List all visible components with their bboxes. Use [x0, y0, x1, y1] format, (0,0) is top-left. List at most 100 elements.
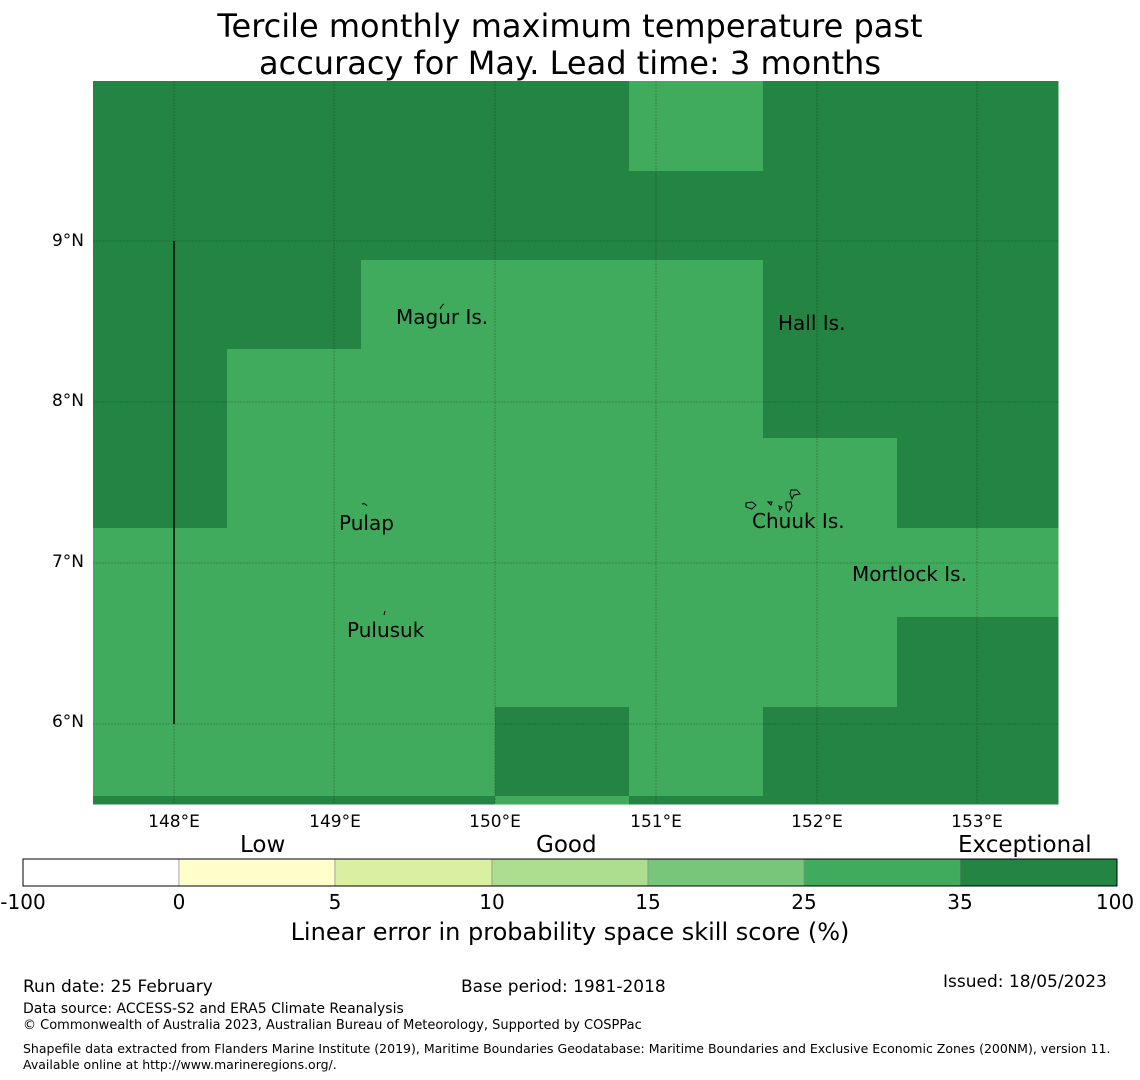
grid-cell — [763, 796, 898, 805]
chuuk-island-outline — [745, 489, 801, 513]
colorbar-boxes — [22, 858, 1118, 887]
place-label-pulap: Pulap — [339, 511, 394, 535]
title-line-1: Tercile monthly maximum temperature past — [217, 7, 923, 45]
grid-cell — [361, 260, 496, 350]
grid-cell — [897, 438, 1059, 529]
grid-cell — [495, 707, 630, 797]
colorbar-box — [178, 858, 336, 887]
colorbar-label: Linear error in probability space skill … — [290, 918, 850, 946]
grid-cell — [495, 81, 630, 172]
grid-cell — [897, 617, 1059, 708]
grid-cell — [629, 528, 764, 618]
grid-cell — [763, 349, 898, 439]
grid-cell — [897, 260, 1059, 350]
grid-cell — [227, 438, 362, 529]
grid-cell — [763, 81, 898, 172]
map-title: Tercile monthly maximum temperature past… — [0, 8, 1140, 82]
island-outlines — [361, 303, 801, 616]
grid-cell — [361, 81, 496, 172]
lat-tick-9n: 9°N — [51, 231, 84, 251]
grid-cell — [763, 171, 898, 261]
grid-cell — [93, 796, 228, 805]
grid-cell — [897, 171, 1059, 261]
lon-tick-151e: 151°E — [630, 812, 682, 832]
place-label-chuuk: Chuuk Is. — [752, 509, 845, 533]
place-label-pulusuk: Pulusuk — [347, 618, 425, 642]
grid-cells — [93, 81, 1059, 805]
colorbar-box — [491, 858, 649, 887]
colorbar-tick: 5 — [328, 890, 342, 914]
grid-cell — [763, 528, 898, 618]
grid-cell — [361, 528, 496, 618]
grid-cell — [629, 349, 764, 439]
grid-cell — [93, 171, 228, 261]
place-label-mortlock: Mortlock Is. — [852, 562, 967, 586]
colorbar-tick: 35 — [947, 890, 973, 914]
grid-cell — [897, 349, 1059, 439]
grid-cell — [227, 528, 362, 618]
grid-cell — [629, 617, 764, 708]
issued-date: Issued: 18/05/2023 — [943, 972, 1107, 992]
colorbar-frame — [22, 858, 1118, 887]
pulap-island-outline — [361, 503, 368, 507]
grid-cell — [629, 81, 764, 172]
lon-tick-152e: 152°E — [791, 812, 843, 832]
colorbar-tick: 0 — [172, 890, 186, 914]
grid-cell — [93, 707, 228, 797]
grid-cell — [227, 796, 362, 805]
lat-tick-7n: 7°N — [51, 552, 84, 572]
colorbar-tick: 100 — [1095, 890, 1135, 914]
lon-tick-149e: 149°E — [309, 812, 361, 832]
colorbar-tick: 15 — [635, 890, 661, 914]
grid-cell — [763, 617, 898, 708]
grid-cell — [495, 438, 630, 529]
grid-cell — [629, 796, 764, 805]
grid-cell — [227, 81, 362, 172]
grid-cell — [93, 528, 228, 618]
grid-cell — [361, 438, 496, 529]
grid-cell — [361, 349, 496, 439]
colorbar — [22, 858, 1118, 887]
grid-cell — [93, 349, 228, 439]
colorbar-tick: -100 — [0, 890, 46, 914]
lon-tick-150e: 150°E — [469, 812, 521, 832]
grid-cell — [361, 617, 496, 708]
lat-tick-6n: 6°N — [51, 712, 84, 732]
grid-cell — [227, 617, 362, 708]
grid-cell — [495, 617, 630, 708]
grid-cell — [629, 171, 764, 261]
run-date: Run date: 25 February — [23, 977, 213, 997]
grid-cell — [897, 707, 1059, 797]
grid-cell — [361, 171, 496, 261]
colorbar-box — [647, 858, 805, 887]
grid-cell — [763, 438, 898, 529]
colorbar-box — [803, 858, 961, 887]
grid-cell — [763, 707, 898, 797]
colorbar-box — [22, 858, 180, 887]
colorbar-category-good: Good — [536, 832, 597, 858]
place-label-hall: Hall Is. — [778, 311, 846, 335]
data-source: Data source: ACCESS-S2 and ERA5 Climate … — [23, 1001, 404, 1017]
lat-tick-8n: 8°N — [51, 391, 84, 411]
title-line-2: accuracy for May. Lead time: 3 months — [258, 44, 881, 82]
grid-cell — [495, 171, 630, 261]
grid-cell — [897, 528, 1059, 618]
place-label-magur: Magur Is. — [396, 305, 489, 329]
grid-cell — [93, 617, 228, 708]
magur-island-outline — [439, 303, 445, 310]
gridlines — [93, 81, 1058, 804]
grid-cell — [629, 707, 764, 797]
grid-cell — [629, 260, 764, 350]
grid-cell — [897, 796, 1059, 805]
grid-cell — [495, 349, 630, 439]
lon-tick-153e: 153°E — [951, 812, 1003, 832]
colorbar-tick: 10 — [479, 890, 505, 914]
grid-cell — [93, 260, 228, 350]
grid-cell — [897, 81, 1059, 172]
colorbar-category-exceptional: Exceptional — [958, 832, 1092, 858]
grid-cell — [763, 260, 898, 350]
colorbar-box — [959, 858, 1118, 887]
grid-cell — [227, 171, 362, 261]
grid-cell — [227, 707, 362, 797]
